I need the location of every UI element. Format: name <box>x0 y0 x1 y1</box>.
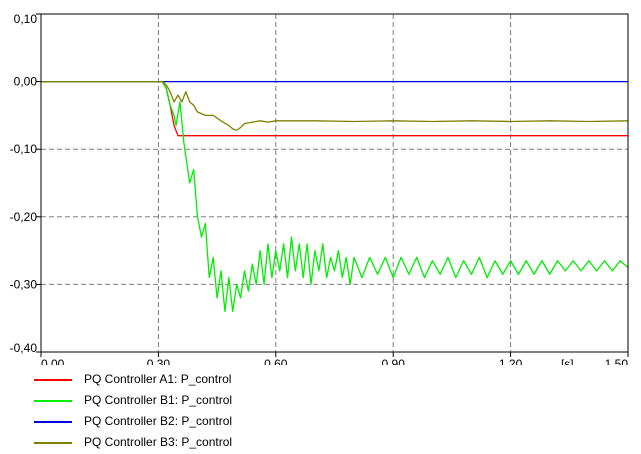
axis-ticks: 0,00 0,30 0,60 0,90 1,20 1,50 0,10 0,00 -0,10 -0,… <box>10 12 629 365</box>
y-tick-label: -0,10 <box>10 142 38 156</box>
series-line-2 <box>41 80 629 313</box>
x-tick-label: 1,50 <box>605 357 629 365</box>
x-axis-unit-label: [s] <box>561 357 574 365</box>
legend-label: PQ Controller B2: P_control <box>84 414 233 428</box>
x-tick-label: 0,00 <box>41 357 65 365</box>
y-tick-label: 0,00 <box>14 75 38 89</box>
legend-swatch <box>34 400 72 402</box>
y-tick-label: -0,20 <box>10 210 38 224</box>
line-chart: 0,00 0,30 0,60 0,90 1,20 1,50 0,10 0,00 -0,10 -0,… <box>10 12 629 365</box>
plot-frame <box>40 13 629 353</box>
x-tick-label: 0,30 <box>147 357 171 365</box>
y-tick-label: 0,10 <box>14 12 38 26</box>
series-line-1 <box>41 80 628 137</box>
legend-swatch <box>34 442 72 444</box>
series-group <box>41 80 629 313</box>
x-tick-label: 0,90 <box>382 357 406 365</box>
legend-swatch <box>34 421 72 423</box>
legend-label: PQ Controller B3: P_control <box>84 435 233 449</box>
y-tick-label: -0,30 <box>10 277 38 291</box>
series-line-4 <box>41 80 629 131</box>
x-tick-label: 1,20 <box>499 357 523 365</box>
y-tick-label: -0,40 <box>10 341 38 355</box>
x-tick-label: 0,60 <box>264 357 288 365</box>
legend-swatch <box>34 379 72 381</box>
legend-label: PQ Controller A1: P_control <box>84 372 232 386</box>
legend-label: PQ Controller B1: P_control <box>84 393 233 407</box>
grid-lines <box>41 14 628 352</box>
